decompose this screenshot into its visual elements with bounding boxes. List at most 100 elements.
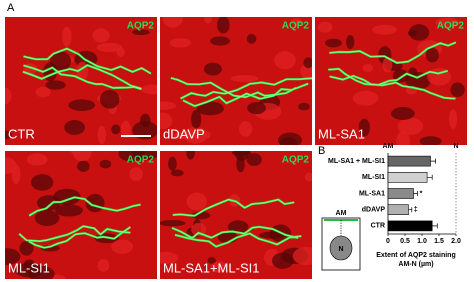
nucleus-label: N — [338, 246, 343, 253]
tubule-lumen — [207, 257, 216, 264]
cell-diagram: AM N — [321, 210, 361, 271]
tubule-lumen — [303, 57, 312, 69]
tubule-lumen — [168, 156, 177, 171]
stain-label: AQP2 — [437, 21, 465, 32]
tubule-lumen — [129, 167, 143, 181]
tubule-lumen — [28, 265, 55, 279]
tubule-lumen — [31, 174, 54, 191]
stain-label: AQP2 — [282, 155, 310, 166]
tubule-lumen — [236, 155, 245, 173]
tubule-lumen — [210, 36, 230, 46]
y-tick-label: ML-SA1 + ML-SI1 — [328, 158, 385, 165]
tubule-lumen — [169, 38, 192, 48]
tubule-lumen — [227, 220, 249, 234]
micrograph — [160, 151, 312, 279]
stain-label: AQP2 — [127, 21, 155, 32]
tubule-lumen — [111, 239, 134, 255]
end-label: AM — [383, 143, 394, 150]
bar — [387, 204, 409, 215]
tubule-lumen — [120, 120, 131, 139]
tubule-lumen — [183, 126, 208, 144]
tubule-lumen — [362, 63, 374, 73]
panel-label: B — [318, 145, 325, 157]
tubule-lumen — [5, 157, 17, 174]
tubule-lumen — [231, 151, 252, 156]
image-label: ML-SA1 — [318, 126, 365, 141]
micrograph — [315, 17, 467, 145]
tubule-lumen — [23, 259, 35, 271]
tubule-lumen — [97, 259, 110, 272]
micrograph — [5, 17, 157, 145]
tubule-lumen — [77, 160, 90, 172]
tubule-lumen — [45, 80, 66, 90]
tubule-lumen — [92, 28, 110, 43]
aqp2-staining — [22, 48, 152, 90]
tubule-lumen — [391, 107, 415, 120]
tubule-lumen — [55, 204, 83, 217]
image-label: dDAVP — [163, 126, 205, 141]
tubule-lumen — [211, 261, 227, 273]
bar — [387, 172, 428, 183]
x-tick-label: 0 — [386, 238, 390, 245]
tubule-lumen — [450, 82, 465, 97]
error-bar — [408, 207, 413, 213]
tubule-lumen — [132, 29, 150, 36]
tubule-lumen — [70, 151, 82, 155]
tubule-lumen — [352, 90, 379, 106]
tubule-lumen — [186, 151, 195, 160]
tubule-lumen — [448, 109, 458, 129]
stain-label: AQP2 — [127, 155, 155, 166]
tubule-lumen — [160, 220, 186, 227]
tubule-lumen — [160, 112, 173, 130]
tubule-lumen — [141, 84, 157, 95]
tubule-lumen — [34, 210, 60, 226]
tubule-lumen — [435, 17, 459, 28]
bar — [387, 188, 414, 199]
tubule-lumen — [132, 151, 157, 161]
tubule-lumen — [160, 251, 179, 265]
x-tick-label: 1.0 — [417, 238, 427, 245]
error-bar — [427, 174, 433, 180]
tubule-lumen — [396, 130, 411, 145]
tubule-lumen — [246, 33, 257, 44]
tubule-lumen — [68, 99, 96, 111]
tubule-lumen — [99, 159, 112, 169]
error-bar — [430, 158, 436, 164]
tubule-lumen — [216, 17, 230, 34]
significance: * — [420, 190, 423, 197]
x-axis-label: Extent of AQP2 staining — [376, 252, 455, 259]
tubule-lumen — [346, 34, 355, 50]
tubule-lumen — [203, 62, 222, 76]
tubule-lumen — [35, 86, 51, 98]
tubule-lumen — [291, 18, 302, 26]
tubule-lumen — [397, 117, 423, 135]
error-bar — [432, 223, 438, 229]
aqp2-staining — [18, 196, 141, 249]
apical-label: AM — [336, 210, 347, 217]
bar — [387, 220, 433, 232]
tubule-lumen — [325, 38, 342, 48]
tubule-lumen — [358, 118, 370, 137]
error-bar — [413, 191, 418, 196]
tubule-lumen — [408, 24, 430, 41]
tubule-lumen — [111, 124, 121, 135]
tubule-lumen — [258, 231, 284, 239]
tubule-lumen — [170, 169, 184, 177]
tubule-lumen — [202, 130, 211, 139]
tubule-lumen — [19, 240, 34, 256]
tubule-lumen — [99, 90, 120, 109]
x-tick-label: 1.5 — [434, 238, 444, 245]
y-tick-label: CTR — [371, 223, 385, 230]
tubule-lumen — [5, 248, 21, 265]
tubule-lumen — [203, 17, 212, 24]
tubule-lumen — [246, 153, 262, 166]
micrograph — [160, 17, 312, 145]
aqp2-staining — [170, 77, 312, 107]
tubule-lumen — [292, 246, 312, 266]
micrograph — [5, 151, 157, 279]
tubule-lumen — [132, 121, 157, 140]
tubule-lumen — [238, 121, 253, 137]
x-axis-label: AM-N (µm) — [398, 261, 433, 268]
tubule-lumen — [49, 51, 72, 71]
tubule-lumen — [196, 101, 224, 116]
